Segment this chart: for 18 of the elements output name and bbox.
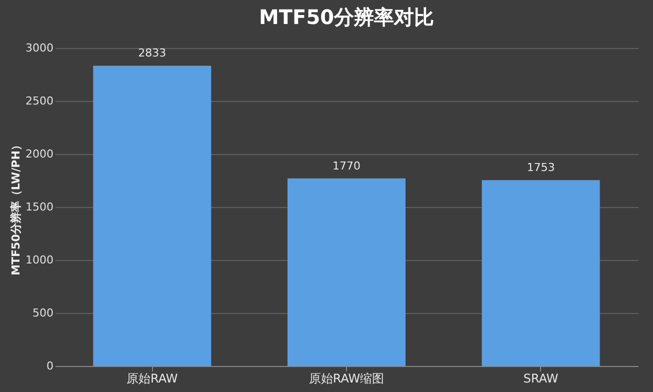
- bar: [482, 180, 600, 366]
- x-tick-label: 原始RAW缩图: [308, 372, 384, 386]
- data-label: 2833: [138, 46, 166, 60]
- y-tick-label: 2500: [26, 94, 54, 108]
- y-tick-label: 500: [32, 306, 54, 320]
- y-tick-label: 3000: [26, 42, 54, 54]
- y-axis-title: MTF50分辨率（LW/PH）: [10, 140, 23, 276]
- bar: [288, 178, 406, 366]
- y-tick-label: 1500: [26, 200, 54, 214]
- data-label: 1753: [526, 161, 555, 174]
- x-tick-label: SRAW: [523, 372, 558, 386]
- y-tick-label: 2000: [26, 148, 54, 160]
- y-tick-label: 0: [46, 360, 54, 372]
- x-tick-label: 原始RAW: [126, 372, 178, 386]
- data-label: 1770: [332, 159, 360, 172]
- chart-title: MTF50分辨率对比: [258, 5, 434, 29]
- y-tick-label: 1000: [26, 254, 54, 266]
- bar: [93, 66, 212, 366]
